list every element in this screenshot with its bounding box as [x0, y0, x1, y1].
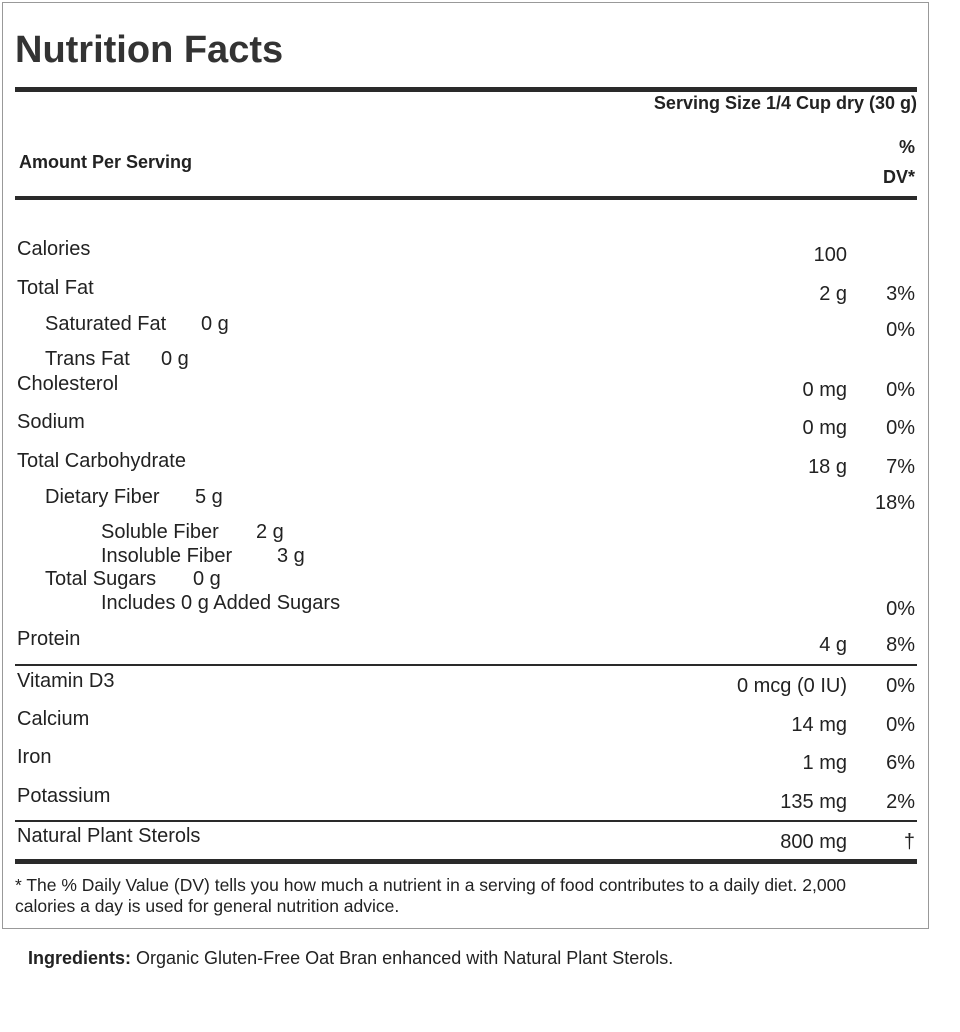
row-amount: 2 g [256, 521, 284, 543]
row-dv: 0% [886, 379, 915, 401]
row-dv: 0% [886, 417, 915, 439]
row-amount: 0 mg [802, 417, 847, 439]
row-amount: 0 g [193, 568, 221, 590]
row-amount: 2 g [819, 283, 847, 305]
row-label: Trans Fat [45, 348, 130, 370]
row-amount: 0 mcg (0 IU) [736, 675, 847, 697]
row-label: Total Fat [17, 277, 94, 299]
row-dv: 7% [886, 456, 915, 478]
ingredients-label: Ingredients: [28, 948, 132, 968]
row-label: Total Sugars [45, 568, 157, 590]
row-label: Protein [17, 628, 81, 650]
thick-rule [15, 196, 917, 200]
row-dv: 0% [886, 675, 915, 697]
row-label: Iron [17, 746, 52, 768]
row-amount: 135 mg [780, 791, 847, 813]
dv-header: % DV* [882, 137, 915, 187]
label-border [2, 2, 929, 929]
row-dv: 3% [886, 283, 915, 305]
row-amount: 5 g [195, 486, 223, 508]
serving-size: Serving Size 1/4 Cup dry (30 g) [653, 93, 917, 113]
row-amount: 100 [813, 244, 847, 266]
row-label: Includes 0 g Added Sugars [101, 592, 341, 614]
thin-rule [15, 664, 917, 666]
row-dv: 6% [886, 752, 915, 774]
row-dv: 2% [886, 791, 915, 813]
row-label: Calcium [17, 708, 90, 730]
footnote: * The % Daily Value (DV) tells you how m… [15, 875, 847, 916]
row-label: Total Carbohydrate [17, 450, 186, 472]
row-label: Natural Plant Sterols [17, 825, 201, 847]
row-dv: 18% [874, 492, 915, 514]
row-label: Dietary Fiber [45, 486, 160, 508]
ingredients-text: Organic Gluten-Free Oat Bran enhanced wi… [136, 948, 674, 968]
ingredients: Ingredients: Organic Gluten-Free Oat Bra… [28, 947, 673, 969]
title: Nutrition Facts [15, 29, 284, 71]
thick-rule [15, 859, 917, 864]
row-label: Soluble Fiber [101, 521, 219, 543]
row-dv: 0% [886, 598, 915, 620]
thick-rule [15, 87, 917, 92]
row-label: Vitamin D3 [17, 670, 115, 692]
row-amount: 800 mg [780, 831, 847, 853]
row-dv: 0% [886, 714, 915, 736]
row-amount: 14 mg [791, 714, 847, 736]
row-dv: 8% [886, 634, 915, 656]
row-label: Saturated Fat [45, 313, 167, 335]
row-amount: 0 mg [802, 379, 847, 401]
row-label: Cholesterol [17, 373, 119, 395]
thin-rule [15, 820, 917, 822]
amount-per-serving: Amount Per Serving [19, 152, 193, 172]
row-amount: 0 g [201, 313, 229, 335]
row-label: Potassium [17, 785, 111, 807]
row-label: Calories [17, 238, 91, 260]
row-amount: 1 mg [802, 752, 847, 774]
row-amount: 0 g [161, 348, 189, 370]
row-dv: † [903, 831, 915, 853]
row-label: Sodium [17, 411, 85, 433]
row-amount: 18 g [808, 456, 847, 478]
row-dv: 0% [886, 319, 915, 341]
row-amount: 4 g [819, 634, 847, 656]
row-amount: 3 g [277, 545, 305, 567]
row-label: Insoluble Fiber [101, 545, 233, 567]
